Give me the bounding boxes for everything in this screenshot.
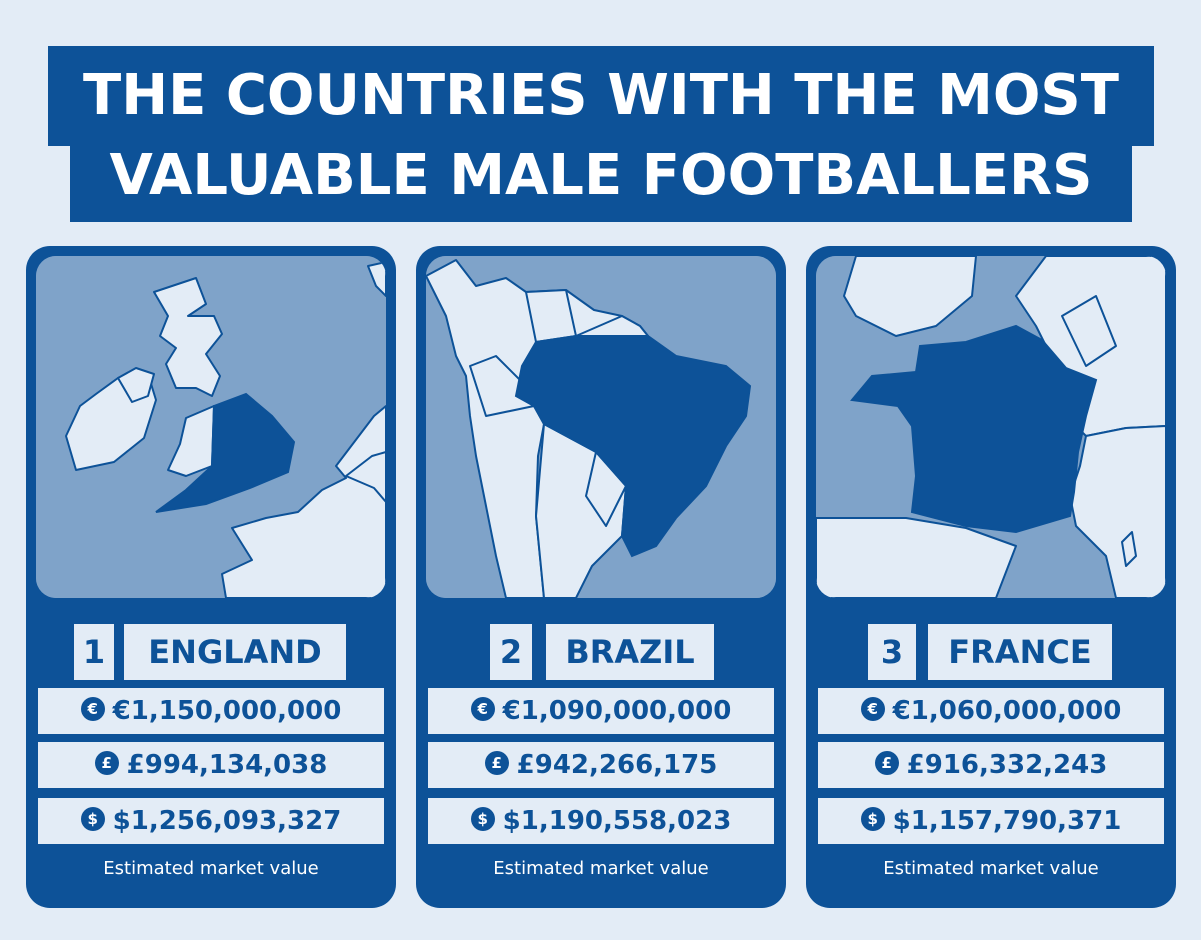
value-eur: € €1,060,000,000 [818,688,1164,734]
pound-icon: £ [874,750,899,775]
euro-icon: € [80,696,105,721]
value-eur-text: €1,060,000,000 [892,696,1122,726]
euro-icon: € [860,696,885,721]
country-card-england: 1 ENGLAND € €1,150,000,000 £ £994,134,038 … [26,246,396,908]
value-usd-text: $1,190,558,023 [502,806,732,836]
value-gbp-text: £916,332,243 [906,750,1108,780]
value-gbp: £ £994,134,038 [38,742,384,788]
value-eur: € €1,150,000,000 [38,688,384,734]
value-eur-text: €1,150,000,000 [112,696,342,726]
caption: Estimated market value [493,858,709,879]
pound-icon: £ [94,750,119,775]
dollar-icon: $ [860,806,885,831]
euro-icon: € [470,696,495,721]
england-map-icon [36,256,386,598]
country-name: BRAZIL [546,624,714,680]
rank-badge: 2 [490,624,532,680]
map-france [816,256,1166,598]
country-card-france: 3 FRANCE € €1,060,000,000 £ £916,332,243 $… [806,246,1176,908]
value-usd: $ $1,256,093,327 [38,798,384,844]
caption: Estimated market value [883,858,1099,879]
dollar-icon: $ [470,806,495,831]
brazil-map-icon [426,256,776,598]
title-line-1: THE COUNTRIES WITH THE MOST [48,46,1154,146]
rank-badge: 1 [74,624,114,680]
value-usd-text: $1,256,093,327 [112,806,342,836]
country-name: FRANCE [928,624,1112,680]
value-eur: € €1,090,000,000 [428,688,774,734]
value-usd: $ $1,190,558,023 [428,798,774,844]
pound-icon: £ [484,750,509,775]
caption: Estimated market value [103,858,319,879]
country-card-brazil: 2 BRAZIL € €1,090,000,000 £ £942,266,175 $… [416,246,786,908]
value-gbp: £ £916,332,243 [818,742,1164,788]
map-england [36,256,386,598]
value-gbp: £ £942,266,175 [428,742,774,788]
title-line-2: VALUABLE MALE FOOTBALLERS [70,146,1132,222]
value-gbp-text: £942,266,175 [516,750,718,780]
country-name: ENGLAND [124,624,346,680]
rank-badge: 3 [868,624,916,680]
value-usd-text: $1,157,790,371 [892,806,1122,836]
map-brazil [426,256,776,598]
france-map-icon [816,256,1166,598]
value-eur-text: €1,090,000,000 [502,696,732,726]
dollar-icon: $ [80,806,105,831]
value-usd: $ $1,157,790,371 [818,798,1164,844]
value-gbp-text: £994,134,038 [126,750,328,780]
